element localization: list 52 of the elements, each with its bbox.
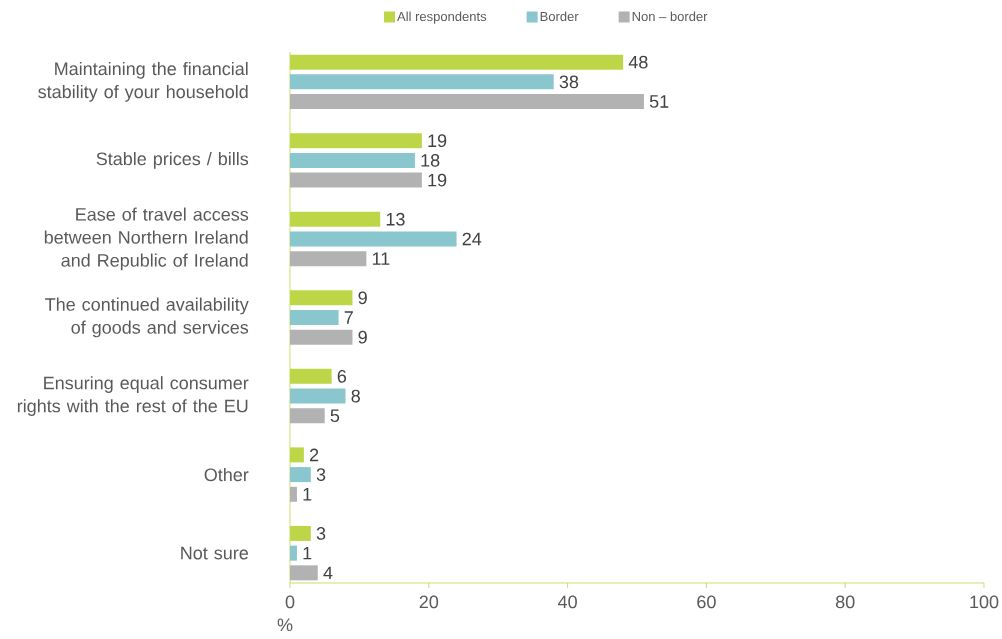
data-label: 13 bbox=[386, 212, 405, 226]
x-tick-label: 20 bbox=[419, 595, 439, 609]
x-tick-label: 60 bbox=[697, 595, 716, 609]
data-label: 1 bbox=[303, 488, 312, 501]
data-label: 9 bbox=[358, 291, 367, 305]
bar bbox=[290, 152, 415, 168]
legend-label: Non – border bbox=[632, 11, 708, 22]
data-label: 1 bbox=[303, 546, 312, 560]
data-label: 2 bbox=[309, 448, 319, 462]
x-tick-label: 100 bbox=[970, 595, 999, 609]
bar bbox=[290, 172, 422, 188]
bar bbox=[290, 486, 297, 502]
bar bbox=[290, 388, 346, 404]
legend-label: Border bbox=[540, 11, 579, 22]
legend-label: All respondents bbox=[397, 11, 487, 24]
data-label: 11 bbox=[372, 252, 390, 265]
data-label: 51 bbox=[649, 95, 669, 108]
y-tick-label: Ensuring equal consumer rights with the rest of the EU bbox=[17, 376, 249, 416]
bar bbox=[290, 467, 311, 483]
x-tick-label: 80 bbox=[835, 595, 855, 609]
bar bbox=[290, 565, 318, 581]
bar bbox=[290, 329, 353, 345]
data-label: 8 bbox=[351, 389, 360, 403]
data-label: 3 bbox=[316, 468, 326, 481]
bar bbox=[290, 408, 325, 424]
bar bbox=[290, 74, 554, 90]
data-label: 19 bbox=[428, 134, 447, 148]
x-tick-label: 0 bbox=[285, 595, 295, 609]
y-tick-label: Other bbox=[204, 467, 249, 482]
data-label: 6 bbox=[337, 369, 347, 383]
y-tick-label: Stable prices / bills bbox=[96, 151, 249, 169]
y-tick-label: Ease of travel access between Northern Ireland and Republic of Ireland bbox=[44, 207, 249, 271]
data-label: 4 bbox=[323, 566, 333, 580]
bar bbox=[290, 94, 644, 110]
bar bbox=[290, 231, 457, 247]
y-tick-label: Maintaining the financial stability of your household bbox=[38, 61, 248, 102]
y-tick-label: The continued availability of goods and services bbox=[45, 297, 249, 338]
data-label: 9 bbox=[358, 330, 367, 344]
data-label: 19 bbox=[428, 173, 447, 187]
data-label: 24 bbox=[462, 232, 482, 246]
bar bbox=[290, 309, 339, 325]
data-label: 48 bbox=[628, 55, 648, 69]
data-label: 38 bbox=[559, 75, 579, 89]
x-axis-title: % bbox=[277, 618, 293, 632]
bar bbox=[290, 251, 367, 267]
data-label: 3 bbox=[316, 527, 326, 540]
data-label: 5 bbox=[330, 409, 340, 423]
data-label: 7 bbox=[344, 311, 353, 324]
x-tick-label: 40 bbox=[558, 595, 577, 609]
bar bbox=[290, 545, 297, 561]
data-label: 18 bbox=[421, 154, 440, 167]
y-tick-label: Not sure bbox=[181, 546, 248, 560]
